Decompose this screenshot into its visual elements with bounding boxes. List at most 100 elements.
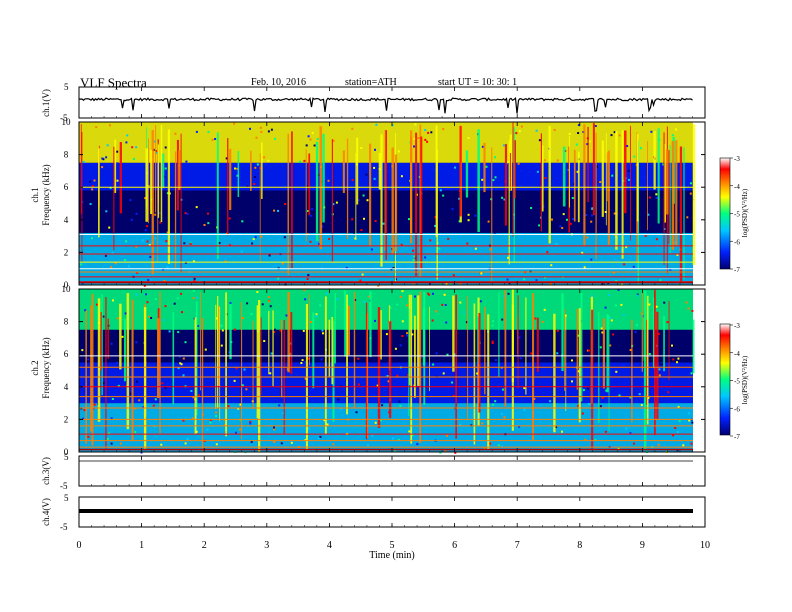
spectrogram-speckle bbox=[432, 292, 434, 295]
spectrogram-speckle bbox=[332, 139, 335, 142]
spectrogram-speckle bbox=[551, 218, 553, 221]
spectrogram-speckle bbox=[427, 292, 430, 295]
spectrogram-speckle bbox=[134, 407, 137, 410]
spectrogram-speckle bbox=[435, 352, 438, 355]
spectrogram-speckle bbox=[402, 381, 405, 384]
spectrogram-speckle bbox=[283, 185, 286, 188]
spectrogram-speckle bbox=[196, 296, 199, 299]
spectrogram-speckle bbox=[601, 396, 604, 399]
spectrogram-speckle bbox=[185, 160, 188, 163]
time-tick-label: 9 bbox=[640, 540, 645, 551]
spectrogram-speckle bbox=[267, 130, 270, 133]
spectrogram-speckle bbox=[583, 266, 586, 269]
spectrogram-speckle bbox=[279, 329, 282, 332]
spectrogram-speckle bbox=[317, 173, 320, 176]
spectrogram-speckle bbox=[439, 189, 442, 192]
spectrogram-speckle bbox=[102, 382, 105, 385]
spectrogram-speckle bbox=[193, 345, 196, 347]
spectrogram-speckle bbox=[317, 437, 320, 440]
spectrogram-speckle bbox=[571, 380, 573, 383]
frequency-tick-label: 6 bbox=[64, 182, 69, 192]
spectrogram-speckle bbox=[184, 261, 187, 264]
spectrogram-speckle bbox=[447, 237, 450, 240]
spectrogram-speckle bbox=[128, 265, 131, 268]
spectrogram-speckle bbox=[454, 166, 456, 169]
spectrogram-speckle bbox=[308, 427, 311, 430]
spectrogram-speckle bbox=[135, 293, 138, 296]
spectrogram-speckle bbox=[133, 158, 135, 160]
spectrogram-sferic bbox=[665, 149, 669, 215]
ch4-waveform-ylabel: ch.4(V) bbox=[41, 498, 51, 526]
spectrogram-speckle bbox=[209, 419, 212, 421]
spectrogram-speckle bbox=[601, 331, 604, 334]
spectrogram-speckle bbox=[614, 304, 617, 307]
spectrogram-speckle bbox=[93, 403, 96, 406]
spectrogram-speckle bbox=[586, 236, 589, 239]
spectrogram-sferic bbox=[487, 314, 490, 450]
spectrogram-sferic bbox=[692, 124, 696, 265]
spectrogram-speckle bbox=[95, 126, 98, 129]
spectrogram-speckle bbox=[373, 166, 376, 169]
spectrogram-sferic bbox=[467, 296, 469, 419]
spectrogram-speckle bbox=[273, 331, 275, 334]
spectrogram-sferic bbox=[385, 130, 387, 260]
spectrogram-sferic bbox=[561, 293, 564, 371]
spectrogram-sferic bbox=[334, 293, 336, 364]
spectrogram-speckle bbox=[316, 138, 319, 140]
spectrogram-sferic bbox=[291, 131, 293, 269]
spectrogram-speckle bbox=[441, 303, 444, 306]
spectrogram-speckle bbox=[108, 432, 111, 435]
spectrogram-speckle bbox=[640, 213, 643, 216]
spectrogram-speckle bbox=[211, 138, 214, 141]
spectrogram-speckle bbox=[639, 147, 642, 150]
spectrogram-speckle bbox=[254, 166, 257, 169]
spectrogram-sferic bbox=[408, 308, 410, 417]
spectrogram-speckle bbox=[672, 434, 675, 437]
spectrogram-sferic bbox=[478, 312, 481, 413]
spectrogram-sferic bbox=[607, 150, 610, 245]
spectrogram-speckle bbox=[229, 244, 232, 247]
spectrogram-sferic bbox=[669, 145, 671, 253]
spectrogram-speckle bbox=[111, 251, 114, 254]
spectrogram-speckle bbox=[365, 173, 368, 176]
ch2-channel-label: ch.2 bbox=[30, 360, 40, 375]
spectrogram-speckle bbox=[556, 352, 559, 355]
spectrogram-speckle bbox=[662, 163, 665, 166]
spectrogram-speckle bbox=[371, 434, 374, 437]
spectrogram-speckle bbox=[561, 227, 564, 229]
spectrogram-speckle bbox=[501, 318, 504, 321]
spectrogram-speckle bbox=[161, 382, 164, 385]
spectrogram-sferic bbox=[124, 318, 126, 382]
spectrogram-speckle bbox=[400, 243, 403, 246]
spectrogram-speckle bbox=[154, 213, 157, 216]
spectrogram-sferic bbox=[606, 314, 609, 393]
spectrogram-speckle bbox=[142, 406, 145, 409]
spectrogram-speckle bbox=[162, 319, 165, 321]
spectrogram-speckle bbox=[674, 427, 677, 429]
spectrogram-sferic bbox=[347, 305, 350, 356]
spectrogram-speckle bbox=[154, 398, 157, 401]
spectrogram-sferic bbox=[215, 304, 217, 409]
spectrogram-sferic bbox=[346, 138, 349, 240]
ch1-frequency-ticks: 10 8 6 4 2 0 bbox=[62, 117, 705, 290]
spectrogram-speckle bbox=[273, 441, 276, 443]
spectrogram-sferic bbox=[309, 293, 310, 366]
spectrogram-speckle bbox=[189, 242, 192, 245]
spectrogram-speckle bbox=[625, 246, 628, 249]
spectrogram-speckle bbox=[571, 197, 574, 199]
spectrogram-sferic bbox=[656, 311, 659, 420]
spectrogram-speckle bbox=[195, 130, 198, 133]
spectrogram-sferic bbox=[369, 143, 372, 247]
spectrogram-speckle bbox=[494, 400, 497, 403]
spectrogram-sferic bbox=[126, 293, 130, 430]
time-tick-label: 4 bbox=[327, 540, 332, 551]
spectrogram-speckle bbox=[197, 325, 200, 327]
spectrogram-speckle bbox=[459, 423, 462, 426]
spectrogram-speckle bbox=[600, 397, 603, 400]
spectrogram-speckle bbox=[568, 132, 571, 135]
spectrogram-speckle bbox=[581, 412, 584, 415]
spectrogram-sferic bbox=[324, 296, 327, 435]
spectrogram-speckle bbox=[629, 432, 632, 435]
spectrogram-speckle bbox=[315, 315, 318, 318]
spectrogram-speckle bbox=[135, 245, 138, 248]
